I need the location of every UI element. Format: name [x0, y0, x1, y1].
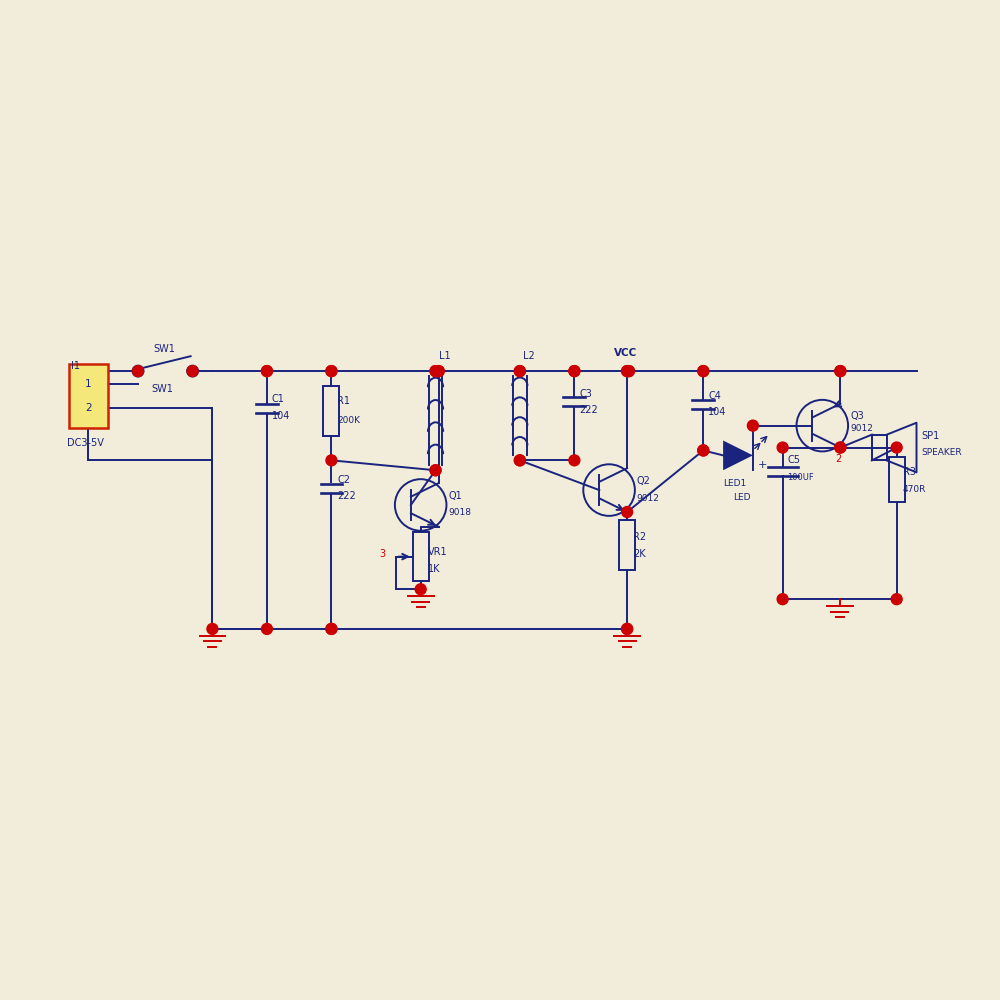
Text: 222: 222 — [337, 491, 356, 501]
Circle shape — [835, 442, 846, 453]
Circle shape — [698, 445, 709, 456]
Circle shape — [698, 366, 709, 377]
Text: R3: R3 — [903, 467, 916, 477]
Text: Q1: Q1 — [448, 491, 462, 501]
Circle shape — [133, 366, 143, 377]
Circle shape — [326, 623, 337, 634]
Bar — [619, 520, 635, 570]
Circle shape — [262, 366, 272, 377]
Text: 2: 2 — [835, 454, 842, 464]
Polygon shape — [723, 440, 753, 470]
Circle shape — [262, 623, 272, 634]
Circle shape — [777, 442, 788, 453]
Text: L1: L1 — [439, 351, 450, 361]
Circle shape — [777, 594, 788, 605]
Circle shape — [835, 366, 846, 377]
Text: SP1: SP1 — [921, 431, 940, 441]
Text: 1: 1 — [85, 379, 92, 389]
Text: 2K: 2K — [633, 549, 646, 559]
Text: VR1: VR1 — [428, 547, 447, 557]
Circle shape — [569, 366, 580, 377]
Circle shape — [622, 623, 633, 634]
Text: I1: I1 — [71, 361, 80, 371]
FancyBboxPatch shape — [69, 364, 108, 428]
Circle shape — [433, 366, 444, 377]
Circle shape — [698, 366, 709, 377]
Text: 200K: 200K — [337, 416, 360, 425]
Text: C1: C1 — [272, 394, 285, 404]
Text: 1K: 1K — [428, 564, 440, 574]
Text: R1: R1 — [337, 396, 350, 406]
Circle shape — [326, 366, 337, 377]
Circle shape — [430, 366, 441, 377]
Circle shape — [207, 623, 218, 634]
Text: 9018: 9018 — [448, 508, 471, 517]
Text: C3: C3 — [579, 389, 592, 399]
Text: DC3-5V: DC3-5V — [67, 438, 104, 448]
Circle shape — [262, 366, 272, 377]
Text: C4: C4 — [708, 391, 721, 401]
Text: LED: LED — [733, 493, 751, 502]
Circle shape — [698, 445, 709, 456]
Circle shape — [891, 594, 902, 605]
Circle shape — [891, 442, 902, 453]
Circle shape — [835, 366, 846, 377]
Circle shape — [430, 465, 441, 476]
Circle shape — [569, 366, 580, 377]
Circle shape — [622, 623, 633, 634]
Circle shape — [622, 507, 633, 517]
Text: Q3: Q3 — [850, 411, 864, 421]
Circle shape — [514, 455, 525, 466]
Circle shape — [326, 623, 337, 634]
Text: 100UF: 100UF — [788, 473, 814, 482]
Text: C2: C2 — [337, 475, 350, 485]
Text: 2: 2 — [85, 403, 92, 413]
Circle shape — [430, 366, 441, 377]
Text: C5: C5 — [788, 455, 801, 465]
Circle shape — [187, 366, 198, 377]
Text: 104: 104 — [708, 407, 727, 417]
Circle shape — [622, 366, 633, 377]
Bar — [872, 435, 887, 460]
Text: 3: 3 — [379, 549, 385, 559]
Circle shape — [326, 455, 337, 466]
Circle shape — [415, 584, 426, 595]
Circle shape — [747, 420, 758, 431]
Circle shape — [623, 366, 634, 377]
Circle shape — [433, 366, 444, 377]
Text: 9012: 9012 — [850, 424, 873, 433]
Circle shape — [622, 366, 633, 377]
Circle shape — [569, 455, 580, 466]
Circle shape — [326, 366, 337, 377]
Text: +: + — [758, 460, 767, 470]
Text: Q2: Q2 — [637, 476, 651, 486]
Circle shape — [514, 366, 525, 377]
Text: SW1: SW1 — [151, 384, 173, 394]
Bar — [413, 532, 429, 581]
Text: SPEAKER: SPEAKER — [921, 448, 962, 457]
Circle shape — [835, 442, 846, 453]
Text: 222: 222 — [579, 405, 598, 415]
Text: R2: R2 — [633, 532, 646, 542]
Text: L2: L2 — [523, 351, 535, 361]
Text: LED1: LED1 — [723, 479, 746, 488]
Circle shape — [514, 366, 525, 377]
Text: 9012: 9012 — [637, 494, 660, 503]
Circle shape — [514, 455, 525, 466]
Circle shape — [623, 366, 634, 377]
Text: SW1: SW1 — [153, 344, 175, 354]
Circle shape — [430, 465, 441, 476]
Bar — [889, 457, 905, 502]
Text: VCC: VCC — [614, 348, 637, 358]
Text: 470R: 470R — [903, 485, 926, 494]
Text: 104: 104 — [272, 411, 290, 421]
Bar — [323, 386, 339, 436]
